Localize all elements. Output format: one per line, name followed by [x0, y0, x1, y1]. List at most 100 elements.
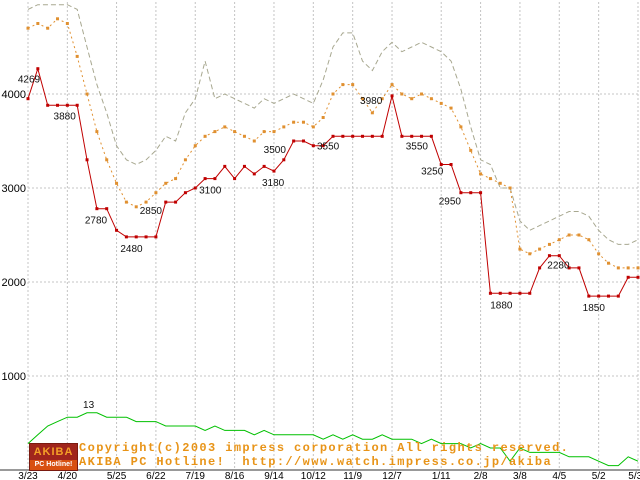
average_price-marker	[282, 125, 286, 129]
source-url-line: AKIBA PC Hotline! http://www.watch.impre…	[79, 455, 553, 469]
average_price-marker	[439, 101, 443, 105]
average_price-marker	[262, 130, 266, 134]
average_price-marker	[292, 120, 296, 124]
x-tick-label: 9/14	[264, 471, 284, 480]
value-annotation: 2850	[140, 206, 163, 217]
lowest_price-marker	[351, 134, 355, 138]
lowest_price-marker	[400, 134, 404, 138]
average_price-marker	[547, 242, 551, 246]
value-annotation: 2780	[85, 216, 108, 227]
lowest_price-marker	[292, 139, 296, 143]
average_price-marker	[577, 233, 581, 237]
lowest_price-marker	[420, 134, 424, 138]
average_price-marker	[154, 191, 158, 195]
lowest_price-marker	[449, 163, 453, 166]
average_price-marker	[203, 134, 207, 138]
average_price-marker	[420, 92, 424, 96]
value-annotation: 3980	[360, 96, 383, 107]
lowest_price-marker	[26, 97, 30, 101]
average_price-marker	[183, 158, 187, 162]
copyright-line: Copyright(c)2003 impress corporation All…	[79, 441, 570, 455]
y-tick-label: 3000	[2, 183, 26, 195]
lowest_price-marker	[95, 207, 99, 211]
average_price-marker	[538, 247, 542, 251]
lowest_price-marker	[85, 158, 89, 162]
lowest_price-marker	[508, 291, 512, 295]
lowest_price-marker	[46, 103, 50, 107]
average_price-marker	[488, 177, 492, 181]
lowest_price-marker	[626, 275, 630, 279]
lowest_price-marker	[557, 254, 561, 258]
average_price-marker	[449, 106, 453, 110]
average_price-marker	[587, 238, 591, 242]
value-annotation: 3500	[264, 145, 287, 156]
lowest_price-marker	[469, 191, 473, 195]
lowest_price-marker	[164, 200, 168, 204]
value-annotation: 3550	[317, 141, 340, 152]
average_price-marker	[459, 125, 463, 129]
average_price-marker	[518, 247, 522, 251]
average_price-marker	[429, 97, 433, 101]
average_price-marker	[321, 116, 325, 119]
average_price-marker	[370, 111, 374, 115]
x-tick-label: 2/8	[474, 471, 488, 480]
lowest_price-marker	[370, 134, 374, 138]
average_price-marker	[65, 22, 69, 25]
lowest_price-marker	[183, 191, 187, 195]
lowest_price-marker	[134, 235, 138, 239]
average_price-marker	[272, 130, 276, 134]
lowest_price-marker	[252, 172, 256, 176]
lowest_price-marker	[105, 207, 109, 211]
lowest_price-marker	[606, 294, 610, 298]
lowest_price-marker	[361, 134, 365, 138]
average_price-marker	[528, 252, 532, 256]
average_price-marker	[164, 181, 168, 185]
lowest_price-marker	[56, 103, 60, 107]
average_price-marker	[341, 83, 345, 87]
average_price-marker	[193, 144, 197, 148]
average_price-marker	[95, 130, 99, 134]
akiba-logo-text: AKIBA	[30, 444, 77, 460]
pc-hotline-logo-text: PC Hotline!	[30, 460, 77, 470]
average_price-marker	[410, 97, 414, 101]
lowest_price-marker	[213, 177, 217, 181]
lowest_price-marker	[115, 228, 119, 232]
value-annotation: 1880	[490, 300, 513, 311]
x-tick-label: 8/16	[225, 471, 245, 480]
value-annotation: 3250	[421, 167, 444, 178]
average_price-marker	[361, 97, 365, 101]
lowest_price-marker	[587, 294, 591, 298]
lowest_price-marker	[282, 158, 286, 162]
average_price-marker	[616, 266, 620, 270]
lowest_price-marker	[262, 164, 266, 168]
x-tick-label: 4/5	[552, 471, 566, 480]
lowest_price-marker	[577, 266, 581, 270]
akiba-pc-hotline-logo: AKIBA PC Hotline!	[30, 444, 77, 470]
highest_price-line	[27, 4, 639, 245]
average_price-marker	[56, 17, 60, 21]
x-tick-label: 3/23	[18, 471, 38, 480]
y-tick-label: 2000	[2, 277, 26, 289]
average_price-marker	[567, 233, 571, 237]
average_price-marker	[213, 130, 217, 134]
average_price-marker	[105, 158, 109, 162]
average_price-marker	[85, 92, 89, 96]
value-annotation: 3880	[54, 111, 77, 122]
lowest_price-marker	[518, 291, 522, 295]
lowest_price-marker	[459, 191, 463, 195]
x-tick-label: 4/20	[58, 471, 78, 480]
lowest_price-marker	[567, 266, 571, 270]
lowest_price-marker	[528, 291, 532, 295]
lowest_price-marker	[301, 139, 305, 143]
average_price-marker	[36, 22, 40, 25]
average_price-marker	[252, 139, 256, 143]
x-tick-label: 3/8	[513, 471, 527, 480]
y-tick-label: 4000	[2, 89, 26, 101]
value-annotation: 3100	[199, 186, 222, 197]
average_price-marker	[46, 26, 50, 30]
lowest_price-marker	[429, 134, 433, 138]
average_price-marker	[124, 200, 128, 204]
lowest_price-marker	[174, 200, 178, 204]
